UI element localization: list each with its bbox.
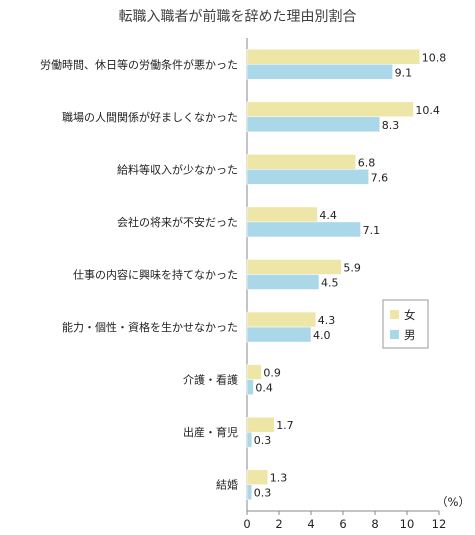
bar-male [246,431,253,448]
value-label-male: 8.3 [382,119,400,132]
bar-male [246,221,361,238]
value-label-female: 4.3 [318,314,336,327]
x-tick-label: 8 [371,517,378,531]
bar-female [246,154,357,170]
value-label-female: 5.9 [343,262,361,275]
value-label-male: 0.3 [254,487,271,500]
chart-title: 転職入職者が前職を辞めた理由別割合 [118,9,357,25]
value-label-male: 4.0 [313,329,331,342]
category-label: 会社の将来が不安だった [117,215,238,229]
bar-male [246,274,320,290]
category-label: 労働時間、休日等の労働条件が悪かった [40,57,238,71]
x-tick-label: 12 [432,517,447,531]
category-label: 給料等収入が少なかった [117,162,238,176]
bar-male [246,326,312,343]
x-tick-label: 6 [339,517,346,531]
value-label-male: 7.6 [371,171,389,184]
value-label-male: 4.5 [321,277,339,290]
x-axis-unit: （%） [436,495,470,509]
bar-female [246,259,342,275]
legend-swatch-male [390,330,399,339]
bar-male [246,379,254,395]
bar-female [246,206,318,223]
legend-swatch-female [390,310,399,319]
bar-male [246,64,393,80]
category-label: 職場の人間関係が好ましくなかった [62,110,238,124]
category-label: 仕事の内容に興味を持てなかった [73,268,238,282]
value-label-male: 9.1 [395,66,413,79]
value-label-female: 0.9 [263,367,281,380]
value-label-female: 1.3 [270,472,288,485]
bar-female [246,101,414,118]
value-label-female: 10.8 [422,51,447,64]
bar-male [246,169,369,185]
category-label: 結婚 [216,478,238,492]
bar-female [246,469,269,485]
category-label: 能力・個性・資格を生かせなかった [62,320,238,334]
bar-male [246,484,253,500]
value-label-male: 0.4 [255,382,273,395]
bar-female [246,311,317,328]
legend-label-male: 男 [404,328,416,342]
bar-female [246,416,275,433]
value-label-male: 0.3 [254,434,271,447]
value-label-male: 7.1 [363,224,381,237]
legend-label-female: 女 [404,308,416,322]
value-label-female: 1.7 [276,419,294,432]
category-label: 介護・看護 [183,373,238,387]
x-tick-label: 10 [400,517,415,531]
value-label-female: 4.4 [319,209,337,222]
bar-female [246,49,421,65]
legend-box [382,299,429,349]
x-tick-label: 0 [243,517,250,531]
x-tick-label: 4 [307,517,314,531]
bar-male [246,116,381,133]
value-label-female: 10.4 [415,104,440,117]
value-label-female: 6.8 [358,156,376,169]
category-label: 出産・育児 [183,425,238,439]
x-tick-label: 2 [275,517,282,531]
bar-female [246,364,262,380]
